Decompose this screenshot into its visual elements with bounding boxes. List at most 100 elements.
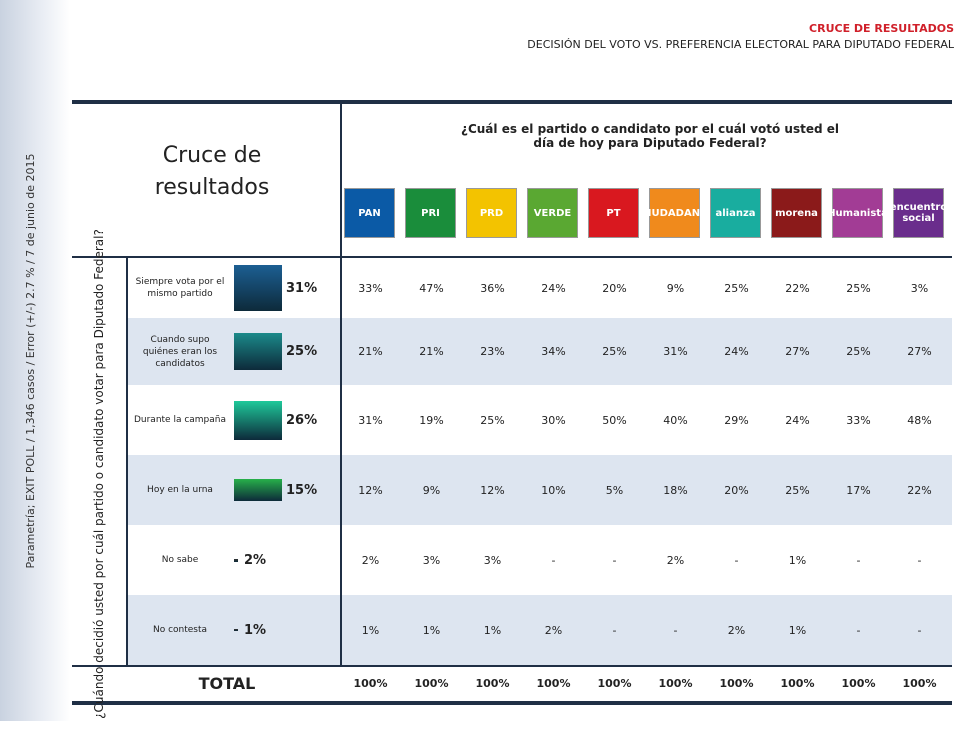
cell: 3% — [910, 281, 929, 295]
cell: - — [917, 553, 922, 567]
row-label: No sabe — [161, 555, 199, 565]
row-label: No contesta — [152, 625, 208, 635]
cell: 1% — [483, 623, 502, 637]
cell: 2% — [361, 553, 380, 567]
cell: 30% — [541, 413, 566, 427]
share-label: 25% — [286, 344, 318, 359]
sidebar-text: Parametría; EXIT POLL / 1,346 casos / Er… — [24, 153, 37, 569]
cell: 1% — [361, 623, 380, 637]
cell: 29% — [724, 413, 749, 427]
total-cell: 100% — [658, 676, 693, 690]
party-logo: encuentro social — [890, 188, 947, 238]
cell: 1% — [422, 623, 441, 637]
cell: 9% — [422, 483, 441, 497]
cell: - — [612, 623, 617, 637]
cell: 40% — [663, 413, 688, 427]
cell: 21% — [419, 345, 444, 358]
share-label: 2% — [244, 552, 267, 568]
total-label: TOTAL — [198, 673, 256, 693]
row-question: ¿Cuándo decidió usted por cuál partido o… — [92, 229, 106, 719]
party-logo: PAN — [344, 188, 395, 238]
cell: 20% — [602, 281, 627, 295]
party-logo: alianza — [710, 188, 761, 238]
cell: - — [917, 623, 922, 637]
row-label: Durante la campaña — [133, 415, 227, 425]
share-bar — [234, 478, 282, 502]
cell: 21% — [358, 345, 383, 358]
cell: - — [856, 623, 861, 637]
cell: 10% — [541, 483, 566, 497]
share-label: 26% — [286, 412, 318, 428]
party-logo: PT — [588, 188, 639, 238]
share-bar — [234, 264, 282, 312]
total-cell: 100% — [353, 676, 388, 690]
cell: 27% — [907, 345, 932, 358]
cell: 48% — [907, 413, 932, 427]
row-bg — [128, 595, 952, 665]
cell: 33% — [358, 281, 383, 295]
cell: 9% — [666, 281, 685, 295]
cell: 5% — [605, 483, 624, 497]
title: DECISIÓN DEL VOTO VS. PREFERENCIA ELECTO… — [527, 38, 954, 51]
share-bar — [234, 400, 282, 440]
share-label: 1% — [244, 622, 267, 638]
party-logo: morena — [771, 188, 822, 238]
party-logo: CIUDADANO — [640, 188, 709, 238]
cell: 25% — [602, 345, 627, 358]
share-label: 31% — [286, 280, 318, 296]
total-cell: 100% — [780, 676, 815, 690]
cell: 24% — [541, 281, 566, 295]
cell: 24% — [724, 345, 749, 358]
cell: - — [856, 553, 861, 567]
cell: 24% — [785, 413, 810, 427]
share-bar — [234, 558, 238, 562]
sidebar-bg — [0, 0, 70, 721]
cell: 3% — [422, 553, 441, 567]
rule — [72, 701, 952, 705]
vrule — [340, 100, 342, 665]
cell: 50% — [602, 413, 627, 427]
cell: 25% — [846, 281, 871, 295]
party-logo: Humanista — [827, 188, 888, 238]
kicker: CRUCE DE RESULTADOS — [809, 22, 954, 35]
cell: 23% — [480, 345, 505, 358]
cell: 22% — [785, 281, 810, 295]
total-cell: 100% — [719, 676, 754, 690]
share-bar — [234, 629, 238, 631]
cell: 1% — [788, 623, 807, 637]
table: Cruce de resultados ¿Cuál es el partido o… — [72, 100, 952, 719]
cell: 25% — [785, 483, 810, 497]
total-cell: 100% — [597, 676, 632, 690]
cell: 47% — [419, 281, 444, 295]
cell: 31% — [663, 345, 688, 358]
party-logo: VERDE — [527, 188, 578, 238]
cell: - — [734, 553, 739, 567]
cell: 2% — [727, 623, 746, 637]
cell: - — [673, 623, 678, 637]
cell: 25% — [846, 345, 871, 358]
cell: 33% — [846, 413, 871, 427]
cell: 20% — [724, 483, 749, 497]
total-cell: 100% — [536, 676, 571, 690]
cell: 2% — [544, 623, 563, 637]
cell: 36% — [480, 281, 505, 295]
party-logo: PRD — [466, 188, 517, 238]
cell: 25% — [480, 413, 505, 427]
corner: Cruce de resultados — [154, 143, 270, 200]
row-label: Siempre vota por el mismo partido — [135, 277, 225, 299]
rule — [72, 256, 952, 258]
cell: 12% — [480, 483, 505, 497]
cell: 17% — [846, 483, 871, 497]
party-logo: PRI — [405, 188, 456, 238]
column-question: ¿Cuál es el partido o candidato por el c… — [461, 122, 839, 150]
total-cell: 100% — [414, 676, 449, 690]
cell: 1% — [788, 553, 807, 567]
cell: 25% — [724, 281, 749, 295]
cell: 31% — [358, 413, 383, 427]
cell: 22% — [907, 483, 932, 497]
share-bar — [234, 332, 282, 371]
total-cell: 100% — [475, 676, 510, 690]
cell: 12% — [358, 483, 383, 497]
vrule — [126, 256, 128, 665]
